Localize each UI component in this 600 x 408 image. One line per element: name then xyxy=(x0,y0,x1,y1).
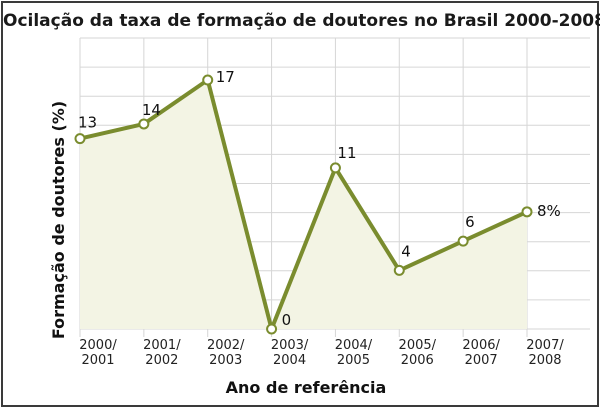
x-tick-label: 2004 xyxy=(273,353,306,368)
data-label: 11 xyxy=(337,144,356,162)
x-tick-label: 2002 xyxy=(145,353,178,368)
data-point xyxy=(521,206,533,218)
data-point xyxy=(329,162,341,174)
data-point xyxy=(74,133,86,145)
x-tick-label: 2008 xyxy=(528,353,561,368)
data-label: 8% xyxy=(537,202,561,220)
line-chart: 13 14 17 0 11 4 6 8% 2000/2001 2001/2002 2002/200… xyxy=(49,37,590,397)
x-tick-label: 2005 xyxy=(337,353,370,368)
x-axis-title: Ano de referência xyxy=(226,378,387,397)
series-line xyxy=(79,78,528,331)
data-label: 4 xyxy=(401,242,411,260)
data-label: 6 xyxy=(465,213,475,231)
data-point xyxy=(138,118,150,130)
x-tick-label: 2005/ xyxy=(399,338,437,353)
x-tick-label: 2000/ xyxy=(79,338,117,353)
x-tick-label: 2001/ xyxy=(143,338,181,353)
chart-title: Ocilação da taxa de formação de doutores… xyxy=(3,11,600,31)
data-point xyxy=(202,74,214,86)
x-tick-labels: 2000/2001 2001/2002 2002/2003 2003/2004 2004… xyxy=(79,338,564,368)
x-tick-label: 2001 xyxy=(81,353,114,368)
data-points xyxy=(74,74,533,335)
x-tick-label: 2006 xyxy=(401,353,434,368)
x-tick-label: 2003 xyxy=(209,353,242,368)
x-tick-label: 2007 xyxy=(465,353,498,368)
data-label: 13 xyxy=(78,114,97,132)
area-fill xyxy=(80,80,527,329)
data-labels: 13 14 17 0 11 4 6 8% xyxy=(78,68,561,329)
data-point xyxy=(266,323,278,335)
x-tick-label: 2003/ xyxy=(271,338,309,353)
x-tick-label: 2007/ xyxy=(526,338,564,353)
x-tick-label: 2006/ xyxy=(462,338,500,353)
data-label: 0 xyxy=(282,311,292,329)
data-label: 14 xyxy=(142,101,161,119)
x-tick-label: 2002/ xyxy=(207,338,245,353)
data-label: 17 xyxy=(216,68,235,86)
x-tick-label: 2004/ xyxy=(335,338,373,353)
data-point xyxy=(393,264,405,276)
y-axis-title: Formação de doutores (%) xyxy=(49,101,68,339)
data-point xyxy=(457,235,469,247)
